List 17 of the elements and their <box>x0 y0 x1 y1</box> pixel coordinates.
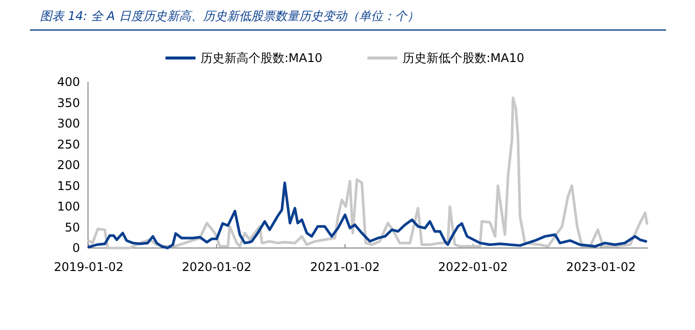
y-tick-label: 150 <box>57 178 80 193</box>
x-tick-label: 2023-01-02 <box>566 260 636 274</box>
y-tick-label: 200 <box>57 158 80 172</box>
chart-title: 图表 14: 全 A 日度历史新高、历史新低股票数量历史变动（单位：个） <box>40 9 419 23</box>
y-tick-label: 100 <box>57 200 80 214</box>
x-tick-label: 2022-01-02 <box>438 260 508 274</box>
y-tick-label: 300 <box>57 116 80 130</box>
x-tick-label: 2020-01-02 <box>182 260 252 274</box>
legend-label: 历史新高个股数:MA10 <box>200 51 322 65</box>
y-tick-label: 50 <box>64 220 80 234</box>
y-tick-label: 250 <box>57 137 80 152</box>
x-tick-label: 2019-01-02 <box>54 260 124 274</box>
y-tick-label: 0 <box>72 241 80 255</box>
legend-label: 历史新低个股数:MA10 <box>402 51 524 65</box>
y-tick-label: 350 <box>57 96 80 110</box>
x-tick-label: 2021-01-02 <box>310 260 380 274</box>
y-tick-label: 400 <box>57 75 80 89</box>
